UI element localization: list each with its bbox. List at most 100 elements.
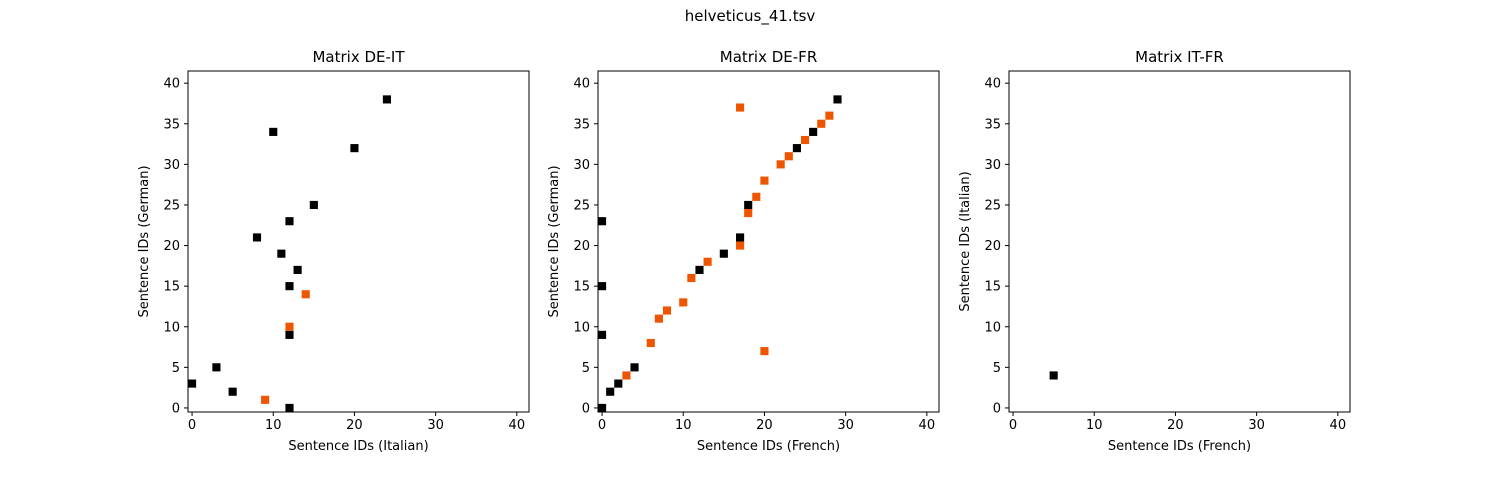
x-tick-label: 40 xyxy=(1330,418,1347,433)
data-point xyxy=(1049,371,1058,380)
data-point xyxy=(784,152,793,161)
data-point xyxy=(744,209,753,218)
data-point xyxy=(679,298,688,307)
y-tick-label: 40 xyxy=(163,77,180,92)
data-point xyxy=(744,200,753,210)
data-point xyxy=(719,249,728,258)
data-point xyxy=(285,322,294,331)
y-axis-label: Sentence IDs (German) xyxy=(137,165,152,317)
x-tick-label: 0 xyxy=(188,418,196,433)
data-point xyxy=(752,192,761,201)
x-tick-label: 10 xyxy=(1086,418,1103,433)
data-point xyxy=(614,379,623,388)
panel-2: Matrix DE-FR 0 10 20 30 40 0 5 10 15 20 25 30 35 40 Sen… xyxy=(547,48,940,454)
axes-frame xyxy=(597,70,940,413)
data-point xyxy=(736,233,745,242)
y-tick-label: 40 xyxy=(984,77,1001,92)
data-point xyxy=(760,176,769,185)
data-point xyxy=(277,249,286,258)
data-point xyxy=(598,217,607,226)
panel-title: Matrix IT-FR xyxy=(1135,48,1224,66)
y-tick-label: 35 xyxy=(984,117,1001,132)
y-axis-label: Sentence IDs (German) xyxy=(547,165,562,317)
x-tick-label: 10 xyxy=(265,418,282,433)
data-point xyxy=(606,387,615,396)
data-point xyxy=(285,282,294,291)
y-tick-label: 10 xyxy=(163,320,180,335)
y-tick-label: 5 xyxy=(172,361,180,376)
x-tick-label: 30 xyxy=(1248,418,1265,433)
y-tick-label: 25 xyxy=(573,198,590,213)
data-point xyxy=(687,273,696,283)
y-tick-label: 5 xyxy=(993,361,1001,376)
data-point xyxy=(252,233,262,242)
data-point xyxy=(662,306,672,315)
y-tick-label: 0 xyxy=(172,401,180,416)
y-tick-label: 20 xyxy=(573,239,590,254)
panel-1: Matrix DE-IT 0 10 20 30 40 0 5 10 15 20 25 30 35 40 Sen… xyxy=(137,48,530,454)
data-point xyxy=(228,387,237,396)
y-tick-label: 40 xyxy=(573,77,590,92)
x-tick-label: 30 xyxy=(837,418,854,433)
data-point xyxy=(825,111,834,120)
data-point xyxy=(212,363,221,372)
y-tick-label: 10 xyxy=(573,320,590,335)
data-point xyxy=(622,371,631,380)
figure-title: helveticus_41.tsv xyxy=(685,7,816,26)
x-tick-label: 0 xyxy=(1009,418,1017,433)
y-tick-label: 25 xyxy=(163,198,180,213)
data-point xyxy=(188,379,197,388)
x-axis-label: Sentence IDs (French) xyxy=(697,439,840,454)
data-point xyxy=(800,135,810,145)
x-tick-label: 40 xyxy=(509,418,526,433)
y-tick-label: 30 xyxy=(573,158,590,173)
data-point xyxy=(792,144,801,153)
data-point xyxy=(261,395,270,404)
x-axis-label: Sentence IDs (Italian) xyxy=(288,439,428,454)
x-tick-label: 40 xyxy=(919,418,936,433)
x-tick-label: 20 xyxy=(756,418,773,433)
data-point xyxy=(350,144,359,153)
data-point xyxy=(285,217,294,226)
data-point xyxy=(293,265,302,274)
data-point xyxy=(809,127,818,136)
data-point xyxy=(695,265,704,274)
data-point xyxy=(833,95,842,104)
data-point xyxy=(309,200,318,210)
data-point xyxy=(269,127,278,136)
data-point xyxy=(382,95,391,104)
data-point xyxy=(654,314,663,323)
data-point xyxy=(703,257,712,266)
y-tick-label: 30 xyxy=(984,158,1001,173)
data-point xyxy=(630,363,639,372)
y-tick-label: 0 xyxy=(993,401,1001,416)
x-tick-label: 30 xyxy=(427,418,444,433)
x-axis-label: Sentence IDs (French) xyxy=(1108,439,1251,454)
y-tick-label: 15 xyxy=(984,280,1001,295)
data-point xyxy=(736,103,745,112)
y-tick-label: 10 xyxy=(984,320,1001,335)
x-tick-label: 10 xyxy=(675,418,692,433)
data-point xyxy=(646,338,655,348)
y-tick-label: 20 xyxy=(163,239,180,254)
data-point xyxy=(301,290,310,299)
data-point xyxy=(598,403,607,412)
y-tick-label: 15 xyxy=(163,280,180,295)
y-tick-label: 35 xyxy=(163,117,180,132)
y-tick-label: 0 xyxy=(582,401,590,416)
axes-frame xyxy=(1008,70,1351,413)
panel-3: Matrix IT-FR 0 10 20 30 40 0 5 10 15 20 25 30 35 40 Sen… xyxy=(958,48,1351,454)
y-tick-label: 5 xyxy=(582,361,590,376)
x-tick-label: 0 xyxy=(598,418,606,433)
y-tick-label: 30 xyxy=(163,158,180,173)
data-point xyxy=(285,330,294,339)
data-point xyxy=(817,119,826,128)
data-point xyxy=(285,403,294,412)
y-tick-label: 25 xyxy=(984,198,1001,213)
data-point xyxy=(598,282,607,291)
y-tick-label: 20 xyxy=(984,239,1001,254)
y-tick-label: 35 xyxy=(573,117,590,132)
axes-frame xyxy=(187,70,530,413)
x-tick-label: 20 xyxy=(346,418,363,433)
y-tick-label: 15 xyxy=(573,280,590,295)
